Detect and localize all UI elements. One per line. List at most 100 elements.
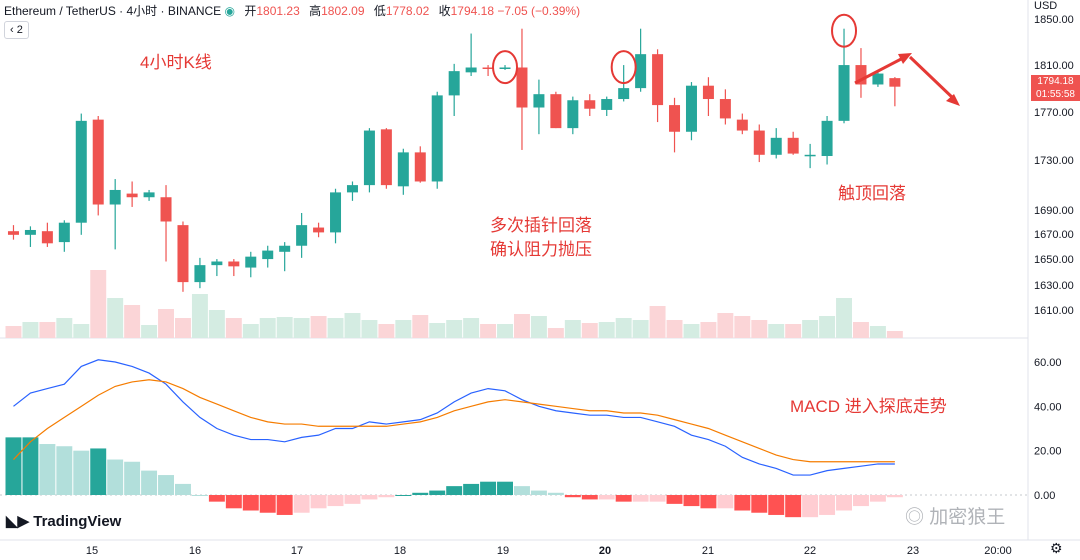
macd-histogram-bar: [327, 495, 344, 507]
candle-body: [296, 225, 308, 246]
candle-body: [465, 67, 477, 73]
chart-header: Ethereum / TetherUS · 4小时 · BINANCE ◉ 开1…: [4, 2, 580, 19]
volume-bar: [869, 326, 886, 338]
indicator-count: 2: [16, 24, 23, 36]
tradingview-logo[interactable]: ◣▶ TradingView: [6, 512, 121, 530]
macd-histogram-bar: [480, 481, 497, 495]
price-tick-label: 1670.00: [1034, 229, 1074, 241]
volume-bar: [886, 331, 903, 338]
candle-body: [448, 71, 460, 96]
annotation-top: 触顶回落: [838, 184, 906, 203]
macd-histogram-bar: [429, 490, 446, 495]
candle-body: [126, 193, 138, 198]
candle-body: [770, 137, 782, 155]
volume-bar: [107, 298, 124, 338]
volume-bar: [649, 306, 666, 338]
macd-tick-label: 0.00: [1034, 490, 1055, 502]
macd-histogram-bar: [886, 495, 903, 498]
volume-bar: [700, 322, 717, 338]
volume-bar: [90, 270, 107, 338]
volume-bar: [446, 320, 463, 338]
candle-body: [685, 85, 697, 132]
macd-histogram-bar: [22, 437, 39, 495]
macd-histogram-bar: [73, 450, 90, 495]
volume-bar: [547, 328, 564, 338]
volume-bar: [208, 310, 225, 338]
volume-bar: [22, 322, 39, 338]
candle-body: [228, 261, 240, 267]
macd-histogram-bar: [564, 495, 581, 498]
volume-bar: [598, 322, 615, 338]
down-arrow-annotation: [908, 55, 957, 102]
volume-bar: [734, 316, 751, 338]
candle-body: [652, 54, 664, 106]
macd-histogram-bar: [547, 492, 564, 495]
macd-histogram-bar: [344, 495, 361, 504]
candle-body: [787, 137, 799, 154]
candle-body: [397, 152, 409, 187]
macd-histogram-bar: [615, 495, 632, 502]
price-tick-label: 1630.00: [1034, 280, 1074, 292]
candle-body: [702, 85, 714, 100]
macd-histogram-bar: [683, 495, 700, 507]
time-tick-label: 15: [86, 545, 98, 557]
macd-histogram-bar: [175, 483, 191, 495]
candle-body: [58, 222, 70, 243]
volume-bar: [717, 313, 734, 338]
price-tick-label: 1730.00: [1034, 155, 1074, 167]
volume-bar: [751, 320, 768, 338]
low-label: 低: [373, 4, 386, 18]
volume-bar: [259, 318, 276, 338]
macd-histogram-bar: [56, 446, 73, 495]
macd-histogram-bar: [598, 495, 615, 500]
volume-bar: [836, 298, 852, 338]
candle-body: [279, 245, 291, 252]
volume-bar: [242, 324, 259, 338]
macd-histogram-bar: [293, 495, 310, 513]
macd-histogram-bar: [361, 495, 378, 500]
volume-bar: [141, 325, 158, 338]
candle-body: [618, 88, 630, 100]
tv-logo-icon: ◣▶: [6, 513, 30, 530]
macd-histogram-bar: [242, 495, 259, 511]
candle-body: [736, 119, 748, 131]
macd-histogram-bar: [124, 461, 141, 495]
annotation-wicks-1: 多次插针回落: [490, 216, 592, 235]
candle-body: [516, 67, 528, 108]
macd-histogram-bar: [734, 495, 751, 511]
volume-bar: [124, 305, 141, 338]
macd-histogram-bar: [39, 444, 56, 495]
indicator-toggle-button[interactable]: ‹ 2: [4, 21, 29, 39]
volume-bar: [225, 318, 242, 338]
macd-histogram-bar: [768, 495, 785, 515]
volume-bar: [666, 320, 683, 338]
volume-bar: [615, 318, 632, 338]
candle-body: [719, 99, 731, 119]
currency-label[interactable]: USD: [1034, 0, 1058, 12]
candle-body: [872, 73, 884, 85]
volume-bar: [564, 320, 581, 338]
candle-body: [211, 261, 223, 266]
open-value: 1801.23: [256, 4, 300, 18]
volume-bar: [39, 322, 56, 338]
candle-body: [245, 256, 257, 268]
time-tick-label: 23: [907, 545, 919, 557]
macd-histogram-bar: [5, 437, 22, 495]
up-arrow-annotation: [854, 55, 906, 85]
change-value: −7.05 (−0.39%): [497, 4, 581, 18]
macd-tick-label: 60.00: [1034, 357, 1062, 369]
volume-bar: [802, 320, 819, 338]
low-value: 1778.02: [385, 4, 430, 18]
volume-bar: [581, 323, 598, 338]
candle-body: [194, 265, 206, 283]
settings-gear-icon[interactable]: ⚙: [1050, 540, 1063, 556]
candle-body: [635, 54, 647, 89]
candle-body: [330, 192, 342, 233]
candle-body: [550, 94, 562, 129]
macd-histogram-bar: [819, 495, 836, 515]
symbol-title[interactable]: Ethereum / TetherUS · 4小时 · BINANCE: [4, 4, 222, 18]
volume-bar: [158, 309, 174, 338]
candle-body: [380, 129, 392, 186]
macd-histogram-bar: [107, 459, 124, 495]
